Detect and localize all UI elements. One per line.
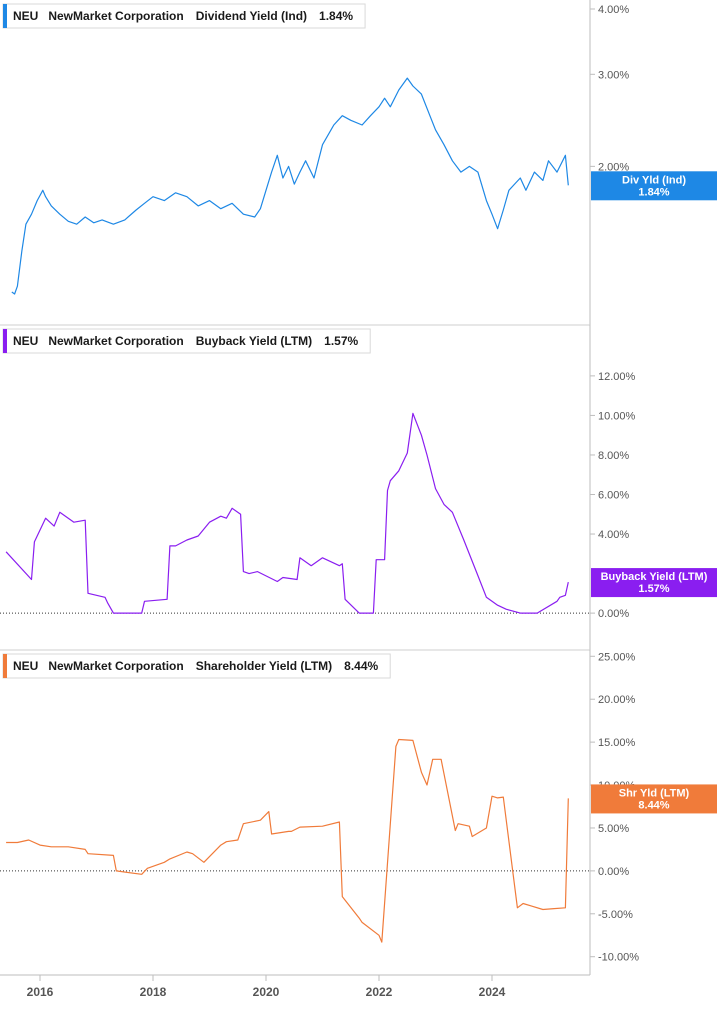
value-tag-box — [591, 171, 717, 201]
y-tick-label: 10.00% — [598, 410, 636, 422]
legend-box — [2, 653, 391, 679]
y-tick-label: 3.00% — [598, 69, 629, 81]
y-tick-label: -5.00% — [598, 909, 633, 921]
legend: NEU NewMarket Corporation Shareholder Yiel… — [2, 653, 391, 679]
legend: NEU NewMarket Corporation Dividend Yield (… — [2, 3, 366, 29]
value-tag-value: 8.44% — [638, 799, 669, 811]
x-tick-label: 2016 — [27, 985, 54, 999]
value-tag: Div Yld (Ind)1.84% — [591, 171, 717, 201]
x-tick-label: 2018 — [140, 985, 167, 999]
series-line — [11, 77, 569, 295]
value-tag: Shr Yld (LTM)8.44% — [591, 784, 717, 814]
legend-company: NewMarket Corporation — [48, 9, 183, 23]
value-tag-value: 1.57% — [638, 583, 669, 595]
legend-metric: Dividend Yield (Ind) — [196, 9, 307, 23]
legend-swatch — [3, 4, 7, 28]
legend-ticker: NEU — [13, 334, 38, 348]
legend-company: NewMarket Corporation — [48, 659, 183, 673]
legend-swatch — [3, 329, 7, 353]
panel-1: 4.00% 3.00% 2.00% NEU NewMarket Corporation D… — [2, 0, 717, 325]
series-line — [6, 738, 569, 943]
value-tag-label: Buyback Yield (LTM) — [601, 571, 708, 583]
x-tick-label: 2020 — [253, 985, 280, 999]
y-tick-label: -10.00% — [598, 952, 639, 964]
y-tick-label: 15.00% — [598, 737, 636, 749]
x-axis: 2016 2018 2020 2022 2024 — [0, 974, 590, 999]
y-tick-label: 2.00% — [598, 161, 629, 173]
legend-box — [2, 3, 366, 29]
panel-2: 12.00% 10.00% 8.00% 6.00% 4.00% 0.00% NEU NewMa… — [0, 324, 717, 650]
value-tag-box — [591, 568, 717, 598]
value-tag: Buyback Yield (LTM)1.57% — [591, 568, 717, 598]
value-tag-box — [591, 784, 717, 814]
legend-latest-value-label: 8.44% — [344, 659, 378, 673]
legend-metric: Shareholder Yield (LTM) — [196, 659, 332, 673]
legend-latest-value-label: 1.84% — [319, 9, 353, 23]
legend-ticker: NEU — [13, 9, 38, 23]
legend-company: NewMarket Corporation — [48, 334, 183, 348]
y-tick-label: 8.00% — [598, 450, 629, 462]
x-tick-label: 2024 — [479, 985, 506, 999]
panel-3: 25.00%20.00%15.00%10.00%5.00%0.00%-5.00%… — [0, 649, 717, 975]
x-tick-label: 2022 — [366, 985, 393, 999]
value-tag-label: Div Yld (Ind) — [622, 174, 686, 186]
legend: NEU NewMarket Corporation Buyback Yield (L… — [2, 328, 371, 354]
legend-latest-value-label: 1.57% — [324, 334, 358, 348]
legend-swatch — [3, 654, 7, 678]
y-tick-label: 0.00% — [598, 866, 629, 878]
y-tick-label: 0.00% — [598, 608, 629, 620]
series-line — [5, 412, 569, 614]
y-tick-label: 4.00% — [598, 529, 629, 541]
value-tag-value: 1.84% — [638, 186, 669, 198]
y-tick-label: 5.00% — [598, 823, 629, 835]
y-tick-label: 12.00% — [598, 371, 636, 383]
y-tick-label: 4.00% — [598, 4, 629, 16]
y-tick-label: 6.00% — [598, 490, 629, 502]
value-tag-label: Shr Yld (LTM) — [619, 787, 690, 799]
y-tick-label: 20.00% — [598, 694, 636, 706]
legend-ticker: NEU — [13, 659, 38, 673]
legend-metric: Buyback Yield (LTM) — [196, 334, 312, 348]
y-tick-label: 25.00% — [598, 651, 636, 663]
